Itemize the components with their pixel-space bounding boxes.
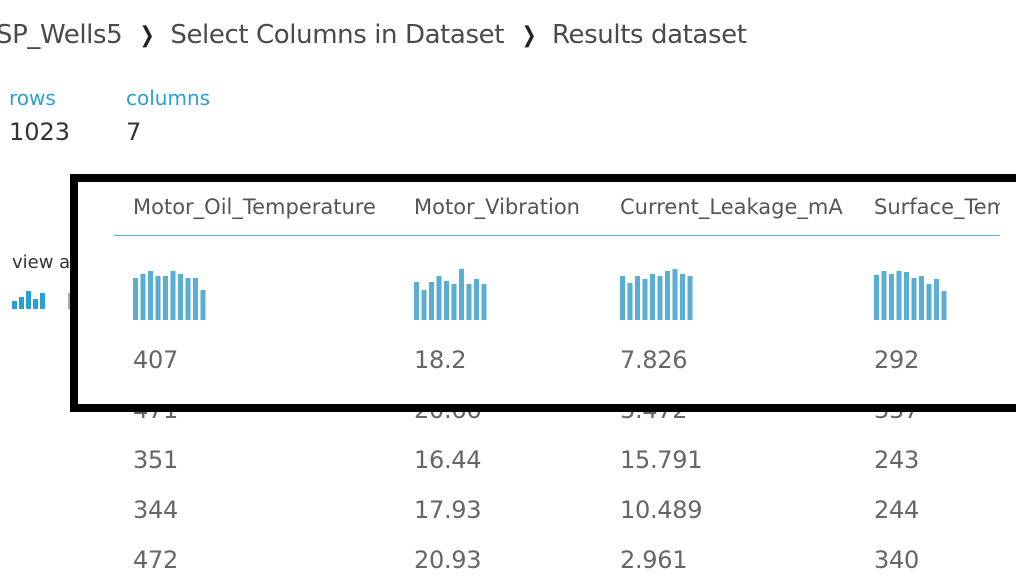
histogram-bar — [429, 282, 434, 320]
histogram-bar — [650, 274, 655, 320]
histogram-bar — [627, 283, 633, 320]
table-cell[interactable]: 16.44 — [414, 446, 482, 474]
histogram-bar — [436, 276, 442, 320]
histogram-bar — [451, 284, 457, 320]
rows-label: rows — [9, 86, 56, 110]
column-header-current-leakage[interactable]: Current_Leakage_mA — [620, 195, 843, 219]
table-cell[interactable]: 20.93 — [414, 546, 482, 574]
histogram-bar — [170, 271, 176, 320]
table-cell[interactable]: 351 — [133, 446, 178, 474]
breadcrumb: SP_Wells5 ❯ Select Columns in Dataset ❯ … — [0, 20, 747, 50]
histogram-bar — [657, 276, 663, 320]
table-cell[interactable]: 17.93 — [414, 496, 482, 524]
histogram-bar — [896, 271, 902, 320]
table-cell[interactable]: 2.961 — [620, 546, 688, 574]
histogram-bar — [926, 284, 932, 320]
column-histogram[interactable] — [414, 262, 494, 320]
table-cell[interactable]: 292 — [874, 346, 919, 374]
column-header-motor-oil-temperature[interactable]: Motor_Oil_Temperature — [133, 195, 376, 219]
column-histogram[interactable] — [133, 262, 213, 320]
histogram-bar — [140, 274, 146, 320]
histogram-icon[interactable] — [12, 287, 48, 309]
table-cell[interactable]: 243 — [874, 446, 919, 474]
header-divider — [114, 235, 1024, 236]
rows-count: 1023 — [9, 118, 71, 146]
histogram-bar — [874, 275, 879, 320]
table-cell[interactable]: 15.791 — [620, 446, 703, 474]
table-cell[interactable]: 10.489 — [620, 496, 703, 524]
histogram-bar — [148, 271, 153, 320]
histogram-bar — [163, 276, 168, 320]
histogram-bar — [680, 274, 685, 320]
histogram-bar — [421, 290, 427, 320]
chevron-right-icon: ❯ — [140, 22, 155, 48]
histogram-bar — [881, 271, 887, 320]
table-cell[interactable]: 7.826 — [620, 346, 688, 374]
histogram-bar — [193, 278, 198, 320]
highlight-box — [70, 174, 1016, 412]
histogram-bar — [474, 279, 479, 320]
histogram-bar — [889, 274, 894, 320]
histogram-bar — [185, 278, 191, 320]
histogram-bar — [466, 284, 472, 320]
breadcrumb-item-module[interactable]: Select Columns in Dataset — [170, 20, 504, 50]
histogram-bar — [481, 284, 487, 320]
histogram-bar — [635, 276, 640, 320]
histogram-bar — [642, 279, 648, 320]
breadcrumb-item-output: Results dataset — [552, 20, 747, 50]
histogram-bar — [414, 282, 419, 320]
breadcrumb-item-experiment[interactable]: SP_Wells5 — [0, 20, 123, 50]
histogram-bar — [178, 274, 183, 320]
histogram-bar — [665, 271, 670, 320]
histogram-bar — [155, 276, 161, 320]
overlay-right-clip — [1000, 182, 1024, 404]
histogram-bar — [133, 278, 138, 320]
table-cell[interactable]: 344 — [133, 496, 178, 524]
histogram-bar — [911, 278, 917, 320]
table-cell[interactable]: 407 — [133, 346, 178, 374]
histogram-bar — [444, 281, 449, 320]
histogram-bar — [919, 276, 924, 320]
histogram-bar — [620, 276, 625, 320]
histogram-bar — [672, 269, 678, 320]
table-cell[interactable]: 18.2 — [414, 346, 467, 374]
histogram-bar — [934, 279, 939, 320]
column-histogram[interactable] — [620, 262, 700, 320]
histogram-bar — [941, 291, 947, 320]
histogram-bar — [687, 276, 693, 320]
table-cell[interactable]: 472 — [133, 546, 178, 574]
table-cell[interactable]: 340 — [874, 546, 919, 574]
histogram-bar — [200, 290, 206, 320]
columns-count: 7 — [126, 118, 142, 146]
column-header-surface-temperature[interactable]: Surface_Temperature — [874, 195, 1024, 219]
view-as-option-edge — [68, 293, 70, 309]
column-header-motor-vibration[interactable]: Motor_Vibration — [414, 195, 580, 219]
columns-label: columns — [126, 86, 211, 110]
view-as-label: view a — [12, 252, 71, 273]
histogram-bar — [904, 272, 909, 320]
column-histogram[interactable] — [874, 262, 954, 320]
table-cell[interactable]: 244 — [874, 496, 919, 524]
chevron-right-icon: ❯ — [521, 22, 537, 48]
histogram-bar — [459, 269, 464, 320]
